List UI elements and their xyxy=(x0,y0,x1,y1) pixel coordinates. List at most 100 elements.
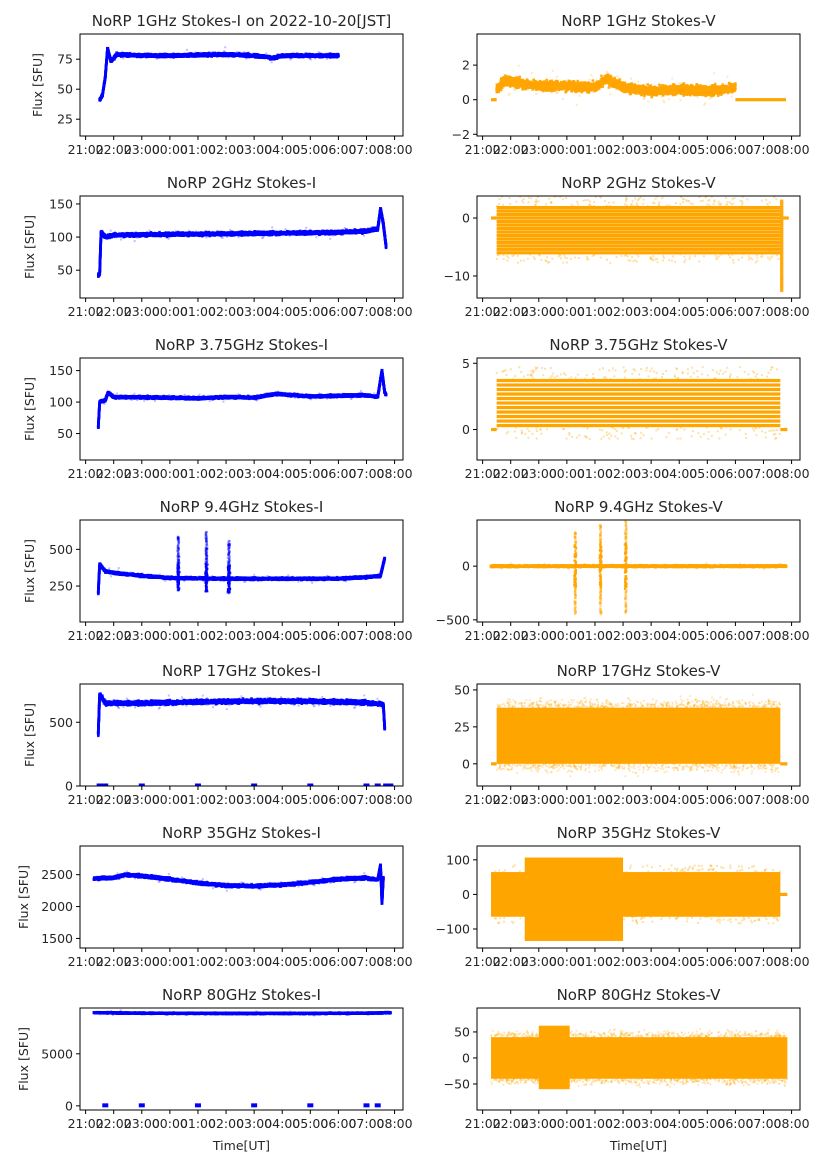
data-point xyxy=(235,51,238,53)
data-point xyxy=(631,85,634,88)
data-point xyxy=(643,96,646,99)
data-point xyxy=(521,79,525,82)
data-point xyxy=(649,84,652,87)
data-point xyxy=(629,77,632,80)
x-tick-label: 03:00 xyxy=(236,142,272,157)
data-point xyxy=(508,85,512,88)
data-point xyxy=(624,82,627,85)
data-point xyxy=(530,71,533,74)
data-point xyxy=(534,80,538,83)
data-point xyxy=(637,80,640,83)
x-tick-label: 08:00 xyxy=(377,142,413,157)
y-tick-label: 50 xyxy=(57,82,73,97)
data-point xyxy=(613,76,616,80)
x-tick-label: 22:00 xyxy=(96,142,132,157)
data-point xyxy=(649,93,653,96)
data-point xyxy=(612,78,616,81)
data-point xyxy=(545,79,548,82)
data-point xyxy=(554,88,557,92)
data-point xyxy=(564,80,567,84)
data-point xyxy=(616,75,619,78)
plot-area xyxy=(98,46,340,102)
data-point xyxy=(514,88,517,91)
data-point xyxy=(575,103,578,106)
y-tick-label: 75 xyxy=(57,52,73,67)
data-point xyxy=(618,78,622,81)
data-point xyxy=(591,79,595,82)
data-point xyxy=(514,86,518,89)
data-point xyxy=(497,90,501,94)
data-point xyxy=(508,92,511,95)
data-point xyxy=(630,82,633,85)
data-point xyxy=(570,81,573,84)
data-point xyxy=(603,82,606,85)
data-point xyxy=(509,75,512,79)
data-point xyxy=(155,57,158,60)
data-point xyxy=(113,58,116,61)
data-point xyxy=(521,85,524,89)
x-tick-label: 05:00 xyxy=(292,142,328,157)
data-point xyxy=(631,83,634,87)
subplot-1: 21:0022:0023:0000:0001:0002:0003:0004:00… xyxy=(30,12,413,157)
data-point xyxy=(606,73,610,76)
data-point xyxy=(646,83,649,86)
data-point xyxy=(227,56,230,59)
data-point xyxy=(314,57,317,60)
data-point xyxy=(501,89,504,92)
data-point xyxy=(582,89,585,92)
data-point xyxy=(247,51,250,54)
data-point xyxy=(518,75,521,79)
data-point xyxy=(638,86,642,90)
data-point xyxy=(555,75,558,78)
data-point xyxy=(524,79,527,83)
data-points xyxy=(491,64,786,106)
data-point xyxy=(647,100,650,103)
data-point xyxy=(634,92,638,95)
data-point xyxy=(617,77,620,80)
data-point xyxy=(627,85,631,89)
data-point xyxy=(122,57,125,60)
data-point xyxy=(576,79,579,83)
data-point xyxy=(635,90,639,94)
data-point xyxy=(517,64,520,67)
data-point xyxy=(609,93,612,96)
data-point xyxy=(544,89,548,92)
data-point xyxy=(587,90,591,94)
data-point xyxy=(245,57,248,60)
x-tick-label: 01:00 xyxy=(180,142,216,157)
x-tick-label: 02:00 xyxy=(208,142,244,157)
data-point xyxy=(561,98,564,101)
data-point xyxy=(597,86,601,90)
data-point xyxy=(643,94,646,98)
data-point xyxy=(574,82,578,85)
data-point xyxy=(109,60,113,63)
data-point xyxy=(556,92,559,95)
data-point xyxy=(551,69,554,72)
y-tick-label: 25 xyxy=(57,112,73,127)
data-point xyxy=(539,79,542,83)
data-point xyxy=(499,88,503,91)
data-point xyxy=(607,74,610,78)
data-point xyxy=(558,88,561,91)
data-point xyxy=(243,51,246,54)
x-tick-label: 00:00 xyxy=(152,142,188,157)
data-point xyxy=(642,97,645,100)
data-point xyxy=(588,78,591,81)
data-point xyxy=(500,86,504,90)
data-point xyxy=(337,53,340,57)
data-point xyxy=(549,81,552,84)
data-point xyxy=(650,95,653,99)
data-point xyxy=(590,74,593,77)
data-point xyxy=(317,51,320,54)
data-point xyxy=(595,79,598,82)
data-point xyxy=(565,90,568,93)
data-point xyxy=(529,86,532,89)
data-point xyxy=(504,74,507,77)
data-point xyxy=(200,51,203,54)
data-point xyxy=(601,85,604,88)
y-axis-label: Flux [SFU] xyxy=(30,53,45,117)
data-point xyxy=(270,61,273,64)
data-point xyxy=(513,88,516,91)
subplot-title: NoRP 1GHz Stokes-I on 2022-10-20[JST] xyxy=(92,12,392,30)
